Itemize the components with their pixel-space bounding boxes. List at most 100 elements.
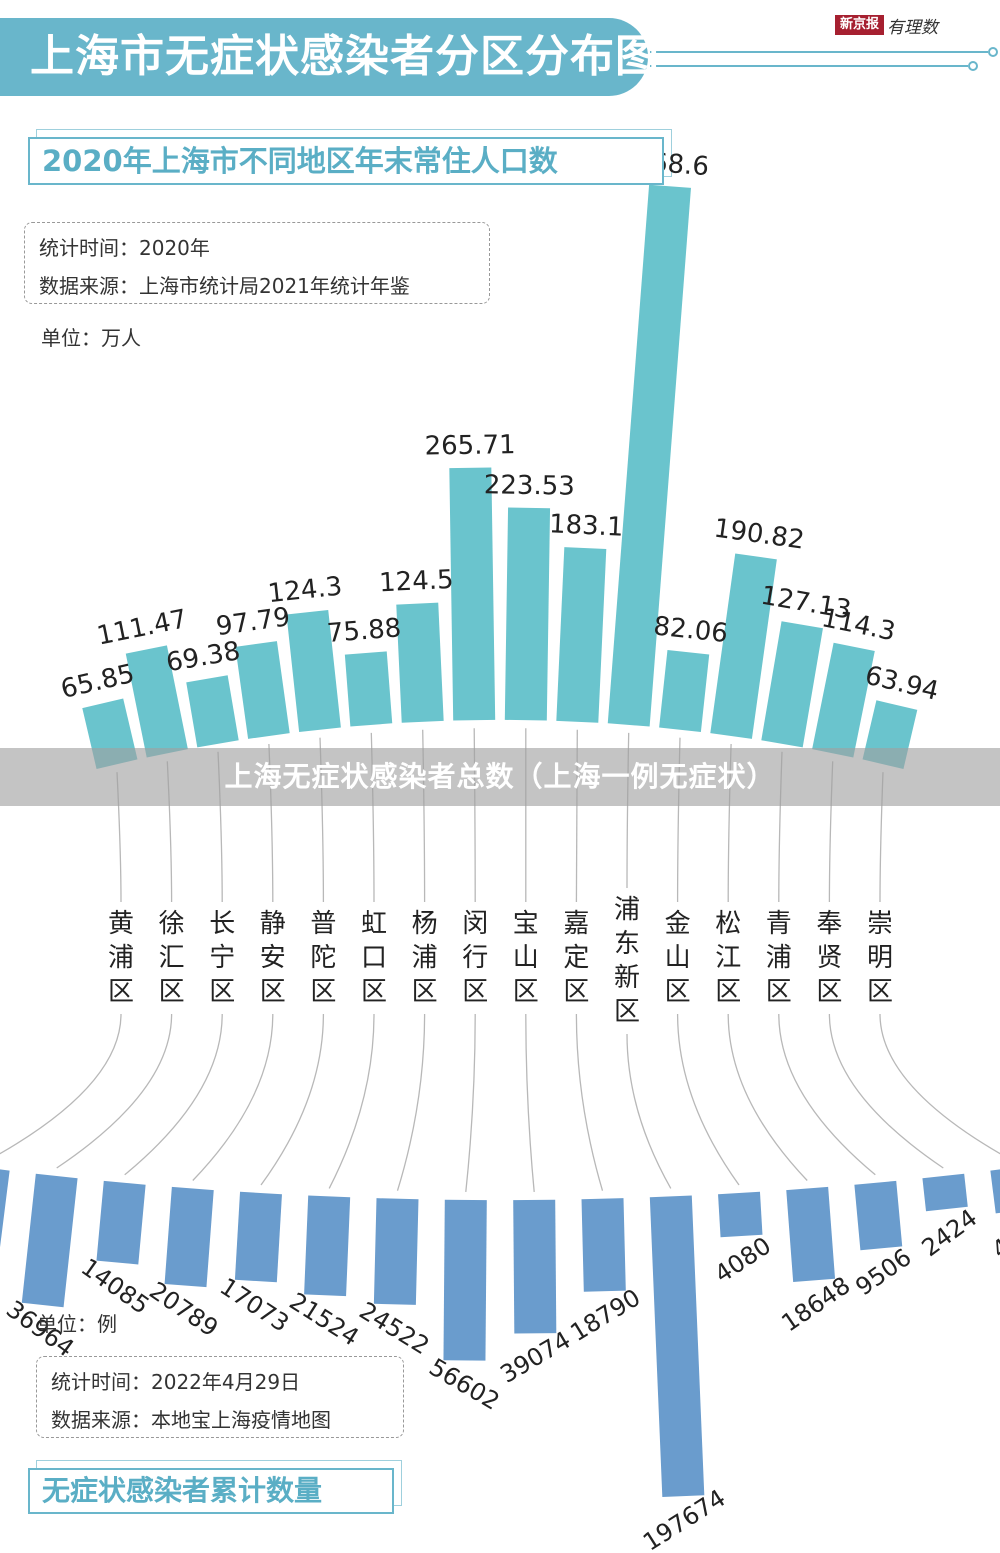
cases-value-label: 17073 [215, 1272, 294, 1337]
connector-line [575, 1013, 604, 1191]
district-label: 浦东新区 [614, 895, 640, 1027]
district-label: 闵行区 [462, 909, 488, 1007]
cases-bar [304, 1195, 351, 1297]
district-label: 松江区 [715, 909, 741, 1007]
cases-value-label: 18648 [776, 1271, 855, 1337]
connector-line [727, 1013, 808, 1181]
connector-line [879, 1013, 1000, 1155]
connector-line [778, 1013, 876, 1176]
district-label: 黄浦区 [108, 909, 134, 1007]
cases-value-label: 24522 [354, 1296, 434, 1360]
cases-unit: 单位：例 [37, 1312, 117, 1336]
population-bar [812, 642, 875, 758]
population-bar [710, 553, 777, 739]
district-label: 普陀区 [310, 909, 336, 1007]
district-label: 宝山区 [513, 909, 539, 1007]
population-bar [235, 641, 290, 739]
population-bar [607, 184, 691, 727]
connector-line [260, 1013, 325, 1186]
header-line-dot [988, 47, 998, 57]
district-label: 虹口区 [361, 909, 387, 1007]
connector-line [676, 1013, 740, 1186]
main-title: 上海市无症状感染者分区分布图 [0, 18, 659, 96]
district-label: 杨浦区 [412, 909, 438, 1007]
connector-line [828, 1013, 944, 1169]
population-value-label: 124.5 [378, 565, 454, 598]
header-decoration-lines [650, 47, 998, 71]
cases-value-label: 39074 [495, 1326, 575, 1389]
cases-bar [443, 1199, 487, 1361]
cases-value-label: 9506 [850, 1243, 916, 1301]
cases-bar [990, 1165, 1000, 1214]
district-label: 徐汇区 [159, 909, 185, 1007]
population-value-label: 183.1 [548, 509, 624, 542]
brand-logo: 新京报 有理数 [835, 14, 939, 38]
connector-line [56, 1013, 173, 1169]
population-value-label: 82.06 [652, 611, 729, 649]
header-line-dot [968, 61, 978, 71]
cases-bar [96, 1180, 146, 1265]
population-value-label: 265.71 [424, 430, 515, 461]
cases-bar [373, 1198, 419, 1305]
cases-value-label: 20789 [144, 1276, 223, 1342]
cases-value-label: 2424 [917, 1204, 983, 1263]
population-value-label: 114.3 [819, 603, 898, 647]
connector-line [396, 1013, 426, 1191]
population-bar [504, 507, 551, 721]
population-bar [659, 649, 710, 732]
cases-bar [164, 1186, 214, 1288]
connector-line [192, 1013, 274, 1181]
population-bar [449, 467, 496, 721]
cases-panel-title: 无症状感染者累计数量 [28, 1460, 402, 1514]
connector-line [0, 1013, 122, 1155]
population-value-label: 223.53 [484, 470, 575, 501]
district-label: 金山区 [665, 909, 691, 1007]
cases-value-label: 4080 [710, 1232, 776, 1289]
brand-name: 新京报 [835, 15, 885, 35]
cases-bar [581, 1198, 626, 1292]
population-value-label: 69.38 [164, 636, 242, 678]
population-bar [186, 675, 239, 748]
population-value-label: 63.94 [862, 661, 941, 707]
population-bar [344, 651, 393, 727]
population-panel-title: 2020年上海市不同地区年末常住人口数 [28, 129, 672, 185]
population-bar [286, 610, 341, 732]
population-bar [396, 602, 444, 723]
district-label: 崇明区 [867, 909, 893, 1007]
connector-line [124, 1013, 223, 1176]
district-label: 嘉定区 [563, 909, 589, 1007]
connector-line [525, 1013, 535, 1192]
population-time-value: 2020年 [139, 236, 210, 260]
connector-line [465, 1013, 476, 1192]
population-unit: 单位：万人 [41, 326, 141, 350]
population-bar [125, 645, 188, 758]
cases-bar [513, 1199, 557, 1334]
population-source-label: 数据来源： [39, 274, 139, 298]
cases-value-label: 56602 [424, 1353, 504, 1416]
population-info-box: 统计时间： 2020年 数据来源： 上海市统计局2021年统计年鉴 [24, 222, 490, 304]
overlay-banner: 上海无症状感染者总数（上海一例无症状） [0, 748, 1000, 806]
population-value-label: 111.47 [94, 604, 189, 651]
connector-line [328, 1013, 375, 1189]
cases-value-label: 4080 [987, 1205, 1000, 1264]
cases-source-label: 数据来源： [51, 1408, 151, 1432]
cases-bar [718, 1191, 763, 1238]
population-value-label: 75.88 [326, 613, 403, 649]
cases-source-value: 本地宝上海疫情地图 [151, 1408, 331, 1432]
district-label: 长宁区 [209, 909, 235, 1007]
cases-time-label: 统计时间： [51, 1370, 151, 1394]
cases-bar [21, 1173, 78, 1308]
cases-bar [0, 1165, 10, 1313]
district-label: 静安区 [260, 909, 286, 1007]
population-bar [556, 547, 607, 723]
population-value-label: 97.79 [214, 602, 292, 642]
district-label: 奉贤区 [816, 909, 842, 1007]
cases-bar [786, 1186, 836, 1282]
population-value-label: 65.85 [58, 659, 137, 705]
cases-bar [649, 1195, 705, 1498]
connector-line [626, 1033, 672, 1189]
cases-value-label: 18790 [566, 1283, 646, 1347]
brand-column: 有理数 [887, 17, 939, 38]
